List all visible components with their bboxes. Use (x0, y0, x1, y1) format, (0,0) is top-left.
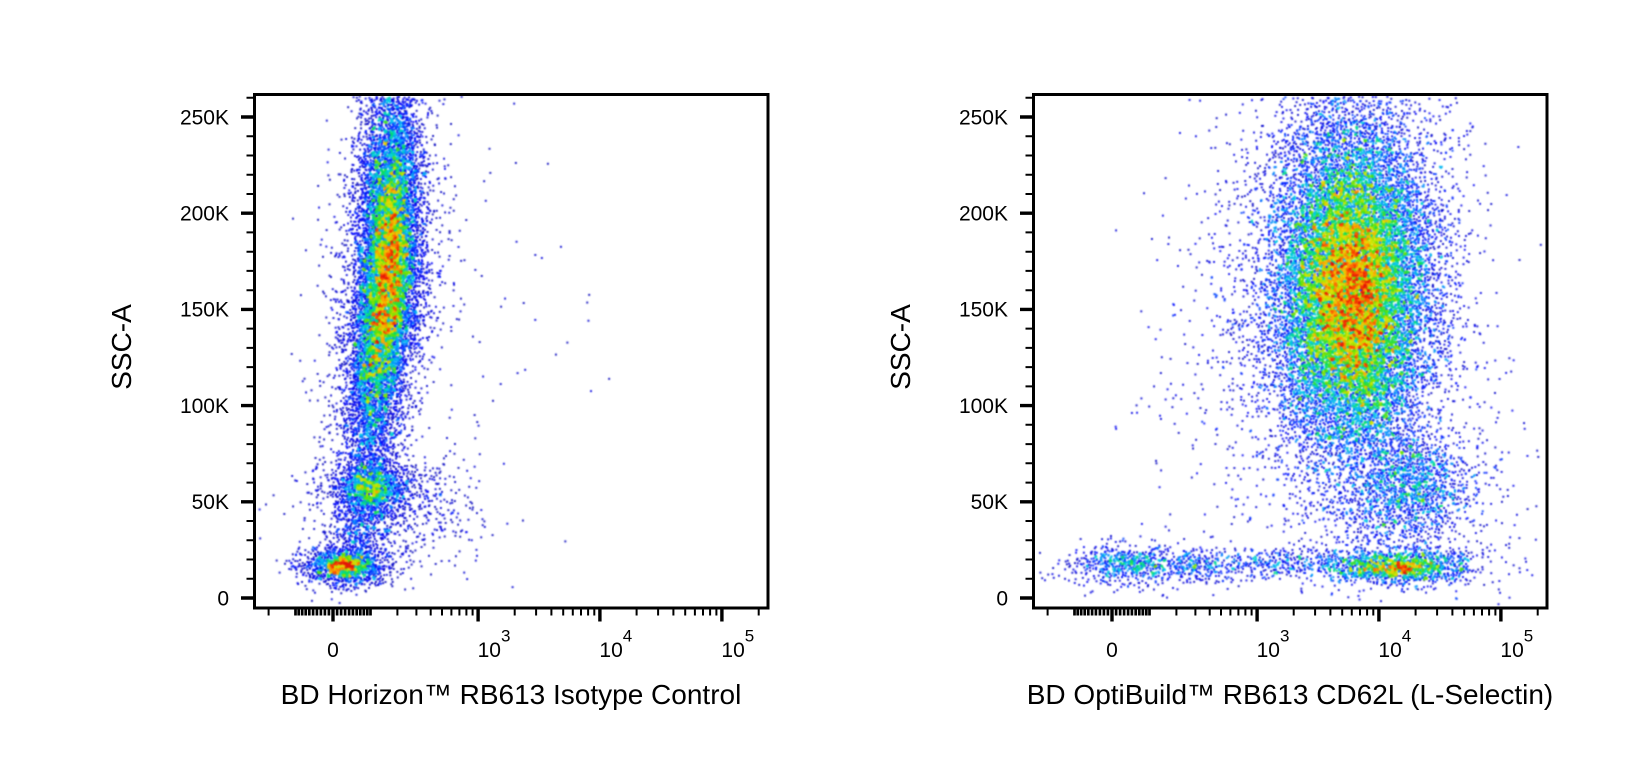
svg-text:50K: 50K (971, 491, 1008, 514)
svg-text:0: 0 (996, 587, 1008, 610)
svg-text:50K: 50K (192, 491, 229, 514)
svg-text:104: 104 (1378, 627, 1411, 663)
svg-text:103: 103 (478, 627, 511, 663)
svg-text:BD Horizon™ RB613 Isotype Cont: BD Horizon™ RB613 Isotype Control (281, 679, 742, 710)
svg-text:104: 104 (599, 627, 632, 663)
svg-text:250K: 250K (959, 106, 1008, 129)
svg-text:250K: 250K (180, 106, 229, 129)
svg-text:0: 0 (1106, 639, 1118, 662)
svg-text:200K: 200K (180, 203, 229, 226)
svg-text:100K: 100K (959, 395, 1008, 418)
svg-text:150K: 150K (959, 299, 1008, 322)
svg-text:0: 0 (217, 587, 229, 610)
svg-text:BD OptiBuild™ RB613 CD62L (L-S: BD OptiBuild™ RB613 CD62L (L-Selectin) (1027, 679, 1554, 710)
svg-text:100K: 100K (180, 395, 229, 418)
svg-text:SSC-A: SSC-A (885, 304, 916, 390)
svg-text:150K: 150K (180, 299, 229, 322)
svg-text:103: 103 (1257, 627, 1290, 663)
svg-text:105: 105 (1500, 627, 1533, 663)
svg-text:200K: 200K (959, 203, 1008, 226)
svg-text:0: 0 (327, 639, 339, 662)
svg-text:105: 105 (721, 627, 754, 663)
svg-text:SSC-A: SSC-A (106, 304, 137, 390)
